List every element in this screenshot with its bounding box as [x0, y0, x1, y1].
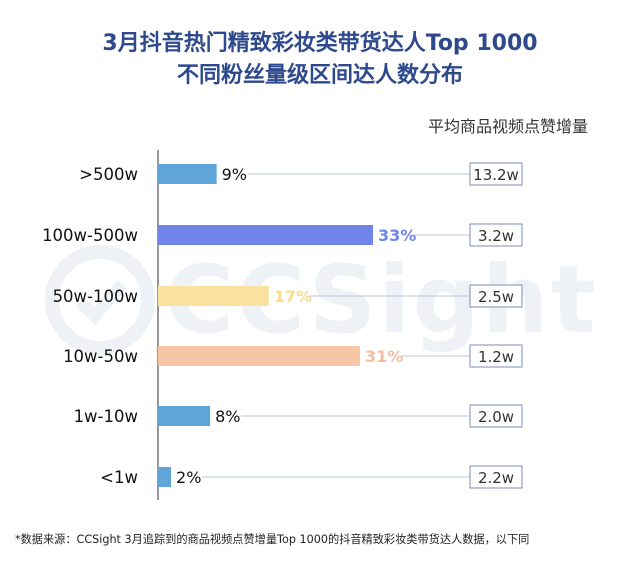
- right-value-label: 3.2w: [478, 227, 514, 245]
- category-label: 10w-50w: [63, 347, 138, 366]
- right-value-box: [469, 465, 523, 489]
- value-label: 33%: [378, 226, 416, 245]
- category-label: 1w-10w: [74, 407, 138, 426]
- right-value-box: [469, 404, 523, 428]
- bar-chart: 平均商品视频点赞增量 >500w 9% 13.2w 100w-500w 33% 3.2w 50…: [42, 117, 588, 500]
- bar: [158, 346, 360, 366]
- value-label: 31%: [365, 347, 403, 366]
- chart-title-line-1: 3月抖音热门精致彩妆类带货达人Top 1000: [102, 31, 538, 56]
- category-label: <1w: [100, 468, 138, 487]
- bar: [158, 406, 211, 426]
- category-label: 100w-500w: [42, 226, 138, 245]
- right-value-label: 2.0w: [478, 408, 514, 426]
- right-value-label: 1.2w: [478, 348, 514, 366]
- value-label: 2%: [176, 468, 201, 487]
- bar: [158, 286, 269, 306]
- right-value-label: 2.5w: [478, 288, 514, 306]
- right-value-box: [469, 344, 523, 368]
- bar: [158, 225, 373, 245]
- chart-title-line-2: 不同粉丝量级区间达人数分布: [176, 63, 463, 88]
- bar: [158, 164, 217, 184]
- bar: [158, 467, 172, 487]
- right-value-box: [469, 162, 523, 186]
- category-label: 50w-100w: [53, 287, 138, 306]
- right-value-label: 13.2w: [473, 166, 519, 184]
- right-value-box: [469, 284, 523, 308]
- right-value-box: [469, 223, 523, 247]
- footnote: *数据来源：CCSight 3月追踪到的商品视频点赞增量Top 1000的抖音精…: [15, 533, 530, 546]
- value-label: 17%: [274, 287, 312, 306]
- value-label: 9%: [222, 165, 247, 184]
- right-value-label: 2.2w: [478, 469, 514, 487]
- value-label: 8%: [215, 407, 240, 426]
- right-axis-title: 平均商品视频点赞增量: [428, 117, 588, 136]
- category-label: >500w: [79, 165, 138, 184]
